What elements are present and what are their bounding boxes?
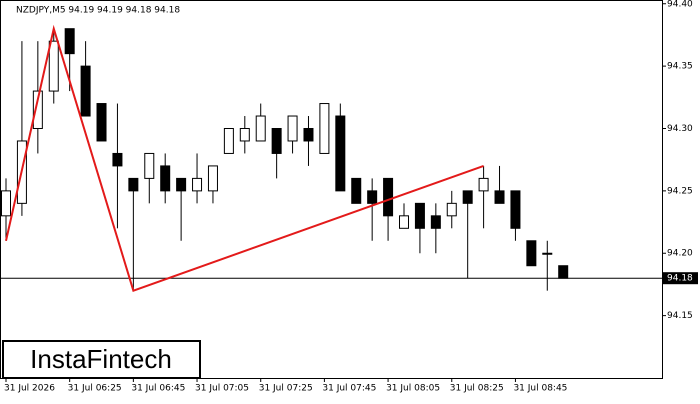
- candle-body: [176, 177, 187, 192]
- plot-frame: [0, 0, 663, 379]
- x-tick-label: 31 Jul 08:25: [450, 384, 504, 394]
- candle-body: [383, 177, 394, 217]
- y-tick-label: 94.20: [667, 249, 693, 259]
- candle-body: [367, 190, 378, 204]
- candle-body: [399, 215, 409, 229]
- y-tick-label: 94.40: [667, 0, 693, 9]
- candle-body: [1, 190, 11, 217]
- candle-body: [430, 215, 441, 229]
- pattern-line: [5, 24, 484, 292]
- x-tick-label: 31 Jul 07:25: [259, 384, 313, 394]
- candle-body: [255, 115, 266, 142]
- candle-body: [207, 165, 218, 192]
- x-tick-label: 31 Jul 08:05: [386, 384, 440, 394]
- y-tick-label: 94.35: [667, 62, 693, 72]
- y-tick-label: 94.15: [667, 311, 693, 321]
- candle-body: [160, 165, 171, 192]
- candle-body: [446, 202, 457, 217]
- candle-body: [239, 127, 250, 142]
- x-tick-label: 31 Jul 07:45: [322, 384, 376, 394]
- y-tick-label: 94.25: [667, 186, 693, 196]
- candle-body: [478, 177, 489, 192]
- candle-body: [558, 265, 569, 279]
- y-tick-label: 94.30: [667, 124, 693, 134]
- candle-body: [128, 177, 139, 192]
- candle-body: [494, 190, 505, 204]
- x-tick-label: 31 Jul 08:45: [513, 384, 567, 394]
- candle-body: [64, 28, 75, 55]
- x-tick-label: 31 Jul 06:25: [68, 384, 122, 394]
- last-price-label: 94.18: [667, 274, 693, 284]
- candle-body: [319, 103, 330, 154]
- x-tick-label: 31 Jul 07:05: [195, 384, 249, 394]
- candle-body: [335, 115, 346, 192]
- last-price-box: [662, 272, 698, 285]
- candle-body: [462, 190, 473, 204]
- candle-body: [96, 103, 107, 142]
- candle-body: [48, 40, 59, 92]
- candle-body: [192, 177, 203, 192]
- candle-body: [351, 177, 362, 204]
- candle-body: [287, 115, 298, 142]
- candle-body: [510, 190, 521, 229]
- chart-title: NZDJPY,M5 94.19 94.19 94.18 94.18: [16, 6, 180, 16]
- candle-body: [303, 127, 314, 142]
- candle-body: [144, 152, 155, 179]
- candle-body: [80, 65, 91, 117]
- candle-body: [32, 90, 43, 129]
- x-tick-label: 31 Jul 2026: [4, 384, 55, 394]
- logo-box: [2, 340, 201, 379]
- candle-body: [112, 152, 123, 167]
- candle-body: [542, 252, 553, 255]
- x-tick-label: 31 Jul 06:45: [131, 384, 185, 394]
- candle-body: [223, 127, 234, 154]
- candle-body: [271, 127, 282, 154]
- candle-body: [414, 202, 425, 229]
- watermark: InstaFintech: [30, 344, 172, 374]
- candle-body: [526, 240, 537, 267]
